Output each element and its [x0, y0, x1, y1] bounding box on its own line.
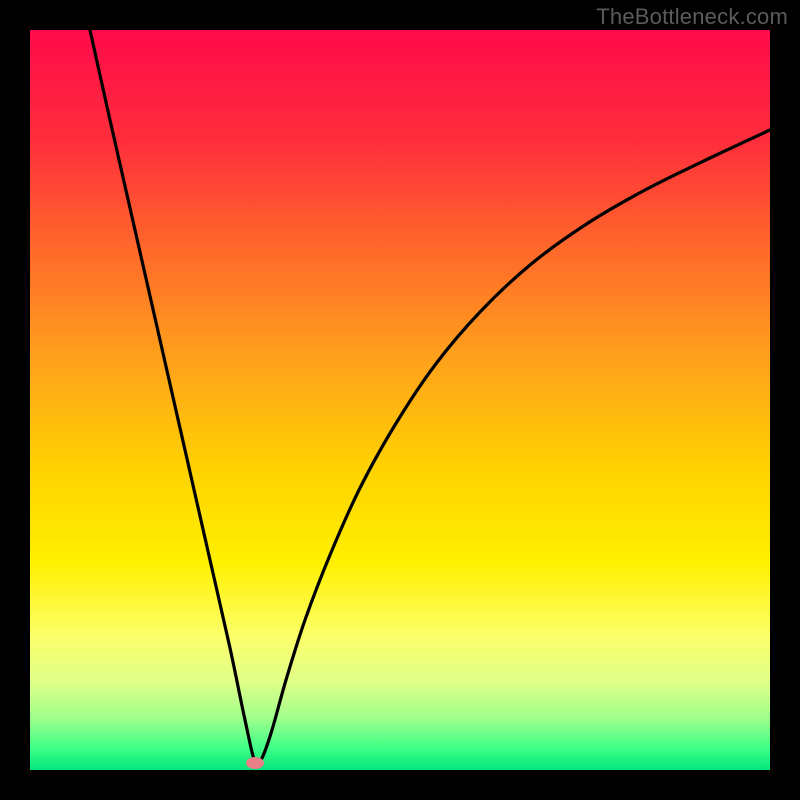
- plot-area: [30, 30, 770, 770]
- watermark-text: TheBottleneck.com: [596, 4, 788, 30]
- optimum-marker: [246, 757, 264, 769]
- bottleneck-curve: [30, 30, 770, 770]
- chart-frame: TheBottleneck.com: [0, 0, 800, 800]
